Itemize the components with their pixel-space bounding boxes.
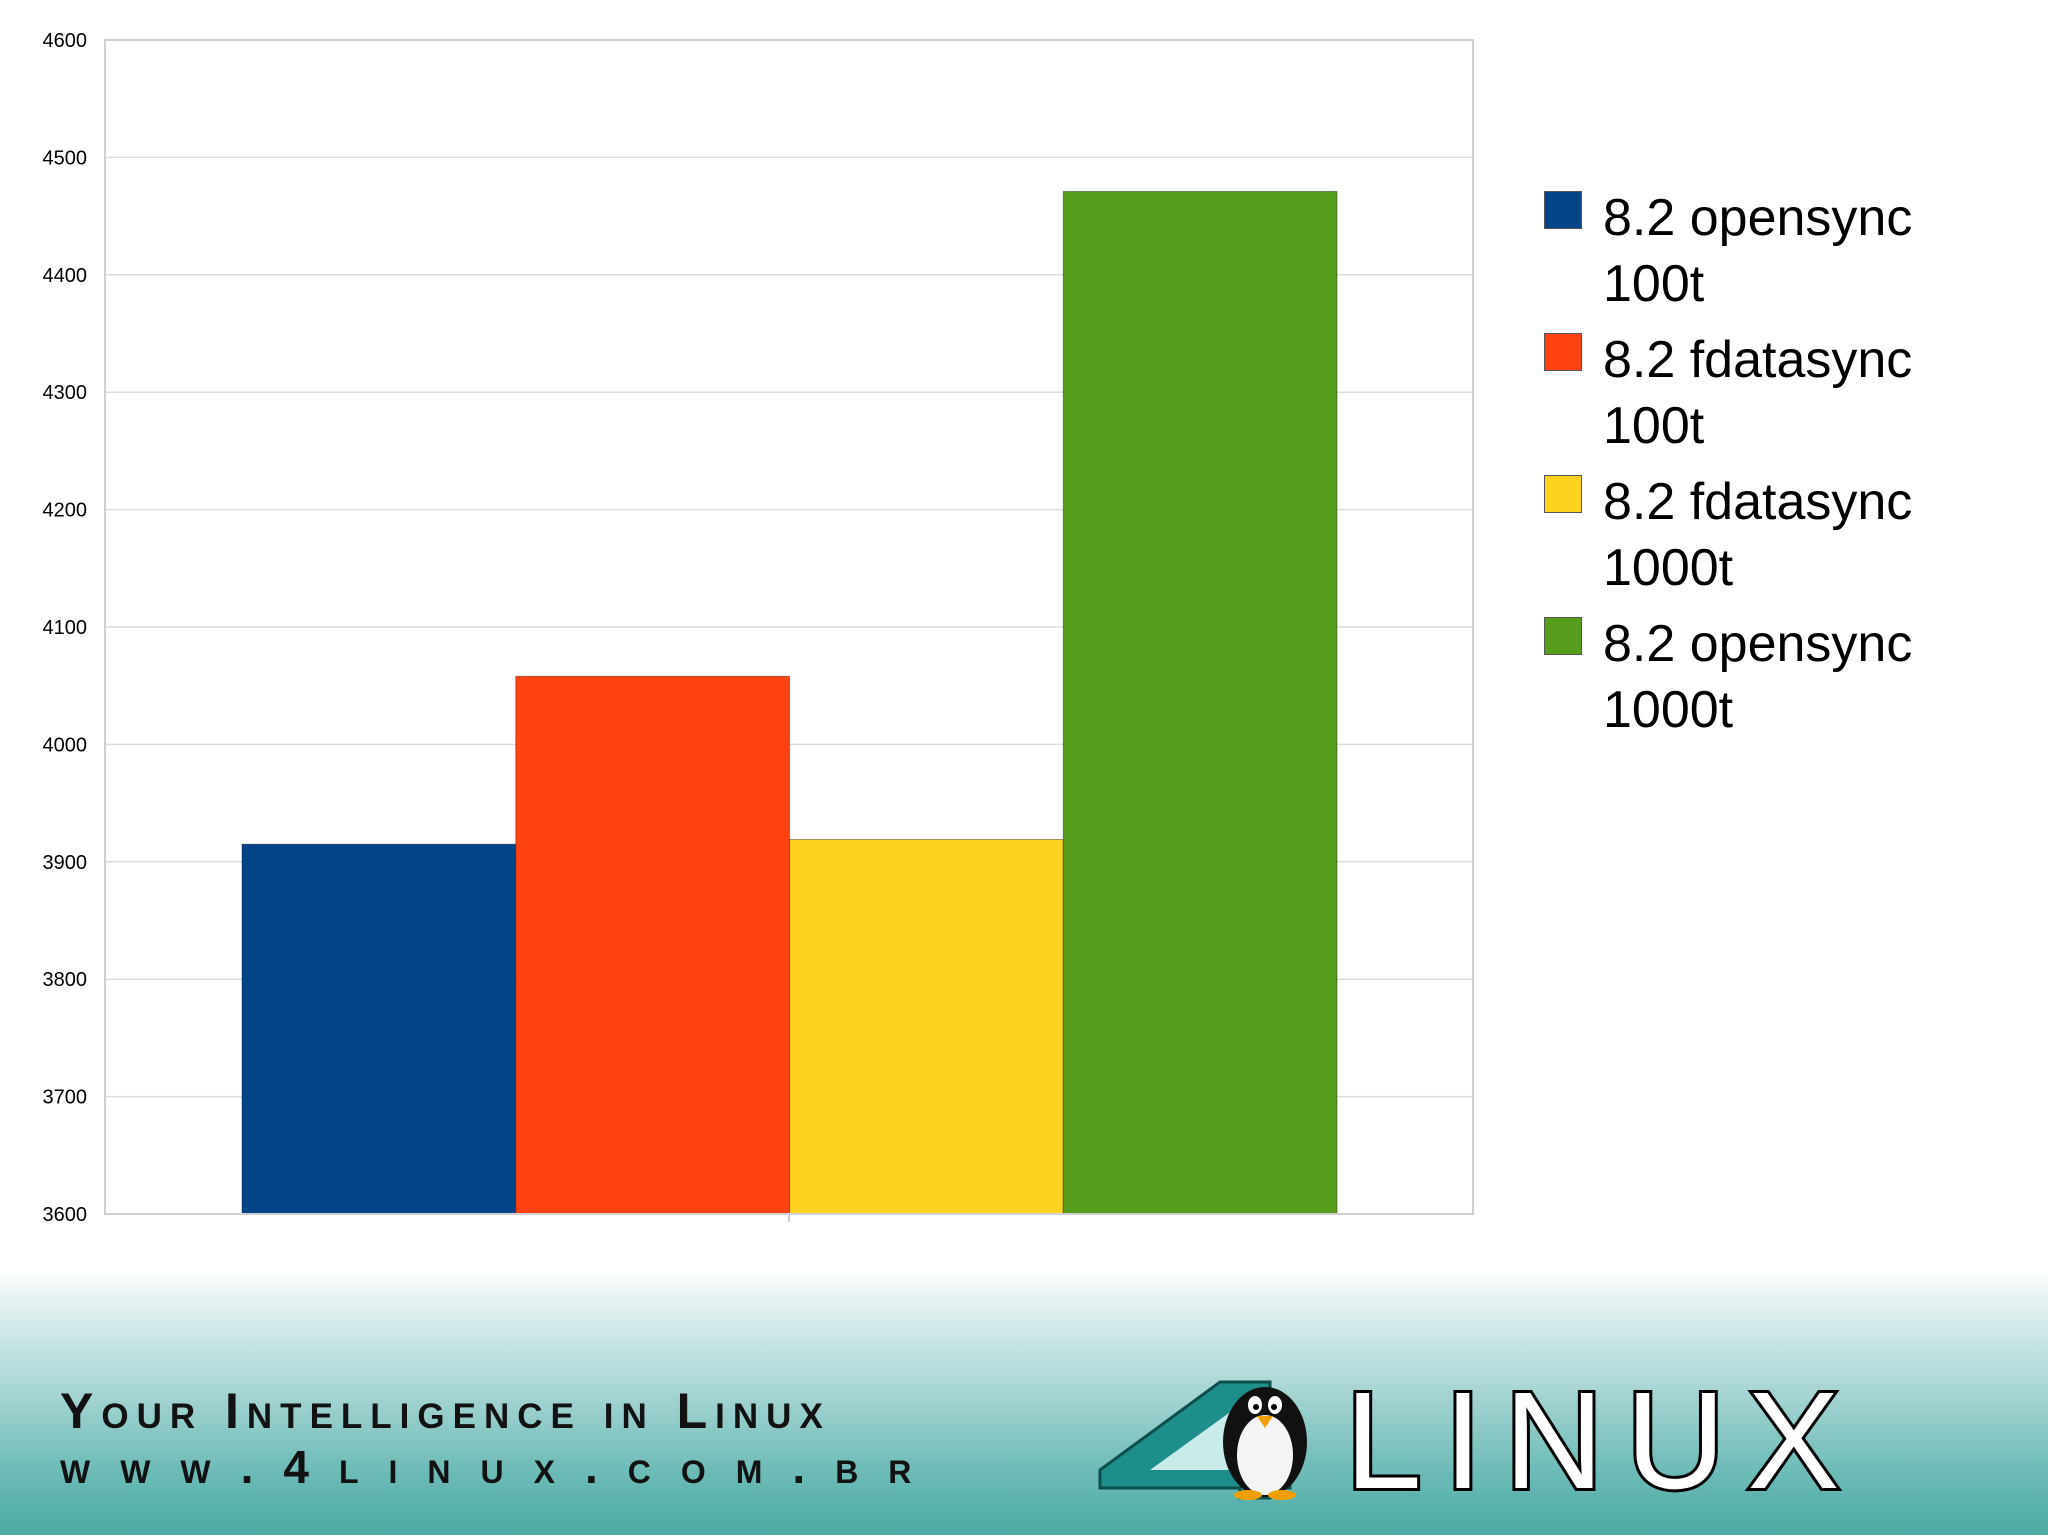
- penguin-icon: [1223, 1387, 1307, 1500]
- bar-8-2-opensync-100t: [241, 843, 517, 1215]
- y-tick-label: 4400: [43, 265, 88, 287]
- y-tick-label: 3600: [43, 1204, 88, 1226]
- legend-swatch-opensync-100t: [1544, 191, 1582, 229]
- legend-item-fdatasync-1000t: 8.2 fdatasync 1000t: [1544, 469, 2024, 611]
- legend-item-fdatasync-100t: 8.2 fdatasync 100t: [1544, 327, 2024, 469]
- 4linux-logo: LINUX: [1098, 1370, 1861, 1500]
- y-tick-label: 4500: [43, 147, 88, 169]
- y-axis-tick-labels: 3600 3700 3800 3900 4000 4100 4200 4300 4400 4500…: [43, 30, 88, 1226]
- y-tick-label: 3700: [43, 1087, 88, 1109]
- y-tick-label: 3800: [43, 969, 88, 991]
- bar-8-2-opensync-1000t: [1062, 190, 1338, 1215]
- y-tick-label: 3900: [43, 852, 88, 874]
- y-tick-label: 4300: [43, 382, 88, 404]
- legend-swatch-fdatasync-100t: [1544, 333, 1582, 371]
- footer-tagline: Your Intelligence in Linux: [60, 1383, 831, 1439]
- legend-label-fdatasync-1000t: 8.2 fdatasync 1000t: [1603, 473, 1913, 597]
- bars: [241, 190, 1338, 1215]
- y-tick-label: 4200: [43, 500, 88, 522]
- bar-8-2-fdatasync-100t: [515, 675, 790, 1215]
- y-tick-label: 4000: [43, 734, 88, 756]
- footer-banner: [0, 1270, 2048, 1535]
- legend-label-fdatasync-100t: 8.2 fdatasync 100t: [1603, 331, 1913, 455]
- bar-8-2-fdatasync-1000t: [789, 838, 1064, 1215]
- footer-website: www.4linux.com.br: [60, 1441, 942, 1493]
- logo-wordmark: LINUX: [1345, 1370, 1861, 1500]
- legend: 8.2 opensync 100t 8.2 fdatasync 100t 8.2…: [1544, 185, 2024, 753]
- legend-swatch-fdatasync-1000t: [1544, 475, 1582, 513]
- y-tick-label: 4100: [43, 617, 88, 639]
- legend-item-opensync-1000t: 8.2 opensync 1000t: [1544, 611, 2024, 753]
- legend-label-opensync-1000t: 8.2 opensync 1000t: [1603, 615, 1913, 739]
- legend-label-opensync-100t: 8.2 opensync 100t: [1603, 189, 1913, 313]
- legend-item-opensync-100t: 8.2 opensync 100t: [1544, 185, 2024, 327]
- legend-swatch-opensync-1000t: [1544, 617, 1582, 655]
- plot-area-frame: [104, 39, 1474, 1215]
- bar-chart: 3600 3700 3800 3900 4000 4100 4200 4300 4400 4500…: [43, 30, 1474, 1226]
- y-tick-label: 4600: [43, 30, 88, 52]
